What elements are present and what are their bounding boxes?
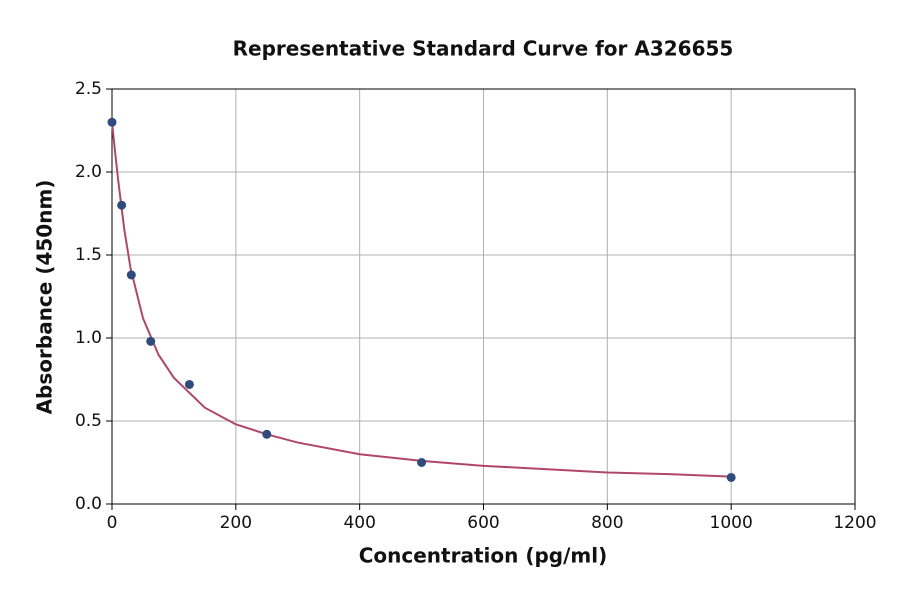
x-axis-label: Concentration (pg/ml) [359,544,608,568]
y-tick-label: 0.0 [75,494,102,514]
data-point [117,200,127,210]
x-tick-label: 800 [591,513,623,533]
y-tick-label: 2.5 [75,79,102,99]
data-point [726,472,736,482]
data-point [262,429,272,439]
fit-curve [111,122,732,478]
x-tick-label: 400 [343,513,375,533]
data-point [107,117,117,127]
y-tick-label: 0.5 [75,411,102,431]
chart-title: Representative Standard Curve for A32665… [233,37,734,61]
x-tick-label: 1200 [833,513,876,533]
y-axis-label: Absorbance (450nm) [33,180,57,415]
x-tick-label: 600 [467,513,499,533]
x-tick-label: 1000 [710,513,753,533]
x-tick-label: 200 [220,513,252,533]
y-tick-label: 1.0 [75,328,102,348]
y-tick-label: 2.0 [75,162,102,182]
data-point [417,458,427,467]
data-point [146,336,156,346]
y-tick-label: 1.5 [75,245,102,265]
plot-frame [111,88,856,505]
x-tick-label: 0 [107,513,118,533]
data-point [184,379,194,389]
data-point [126,270,136,280]
